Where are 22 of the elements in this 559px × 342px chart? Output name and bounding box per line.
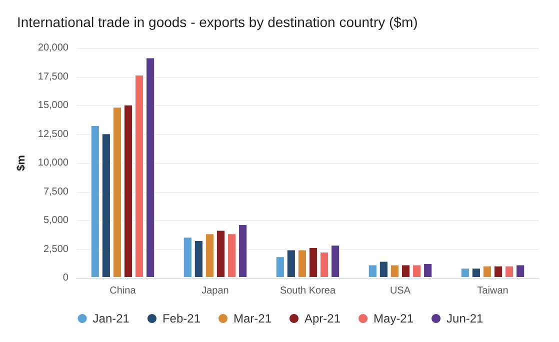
- legend-label: Apr-21: [304, 312, 341, 326]
- legend-label: Jan-21: [92, 312, 130, 326]
- y-tick-label: 15,000: [38, 100, 69, 111]
- y-tick-label: 10,000: [38, 158, 69, 168]
- y-tick-label: 7,500: [43, 186, 69, 198]
- chart-title: International trade in goods - exports by destination country ($m): [17, 14, 418, 30]
- x-tick-label: China: [110, 286, 136, 296]
- y-tick-label: 20,000: [38, 42, 69, 54]
- legend-label: Feb-21: [162, 312, 201, 326]
- x-tick-label: USA: [390, 286, 411, 296]
- legend-label: Mar-21: [233, 312, 272, 326]
- x-tick-label: Taiwan: [477, 286, 508, 296]
- legend-label: May-21: [374, 312, 414, 326]
- x-tick-label: Japan: [202, 286, 229, 296]
- y-tick-label: 17,500: [38, 71, 69, 82]
- y-tick-label: 5,000: [43, 215, 69, 226]
- y-tick-label: 2,500: [43, 244, 69, 255]
- x-tick-label: South Korea: [280, 286, 336, 296]
- y-tick-label: 0: [62, 272, 69, 284]
- y-tick-label: 12,500: [38, 128, 69, 140]
- y-axis-title: $m: [16, 154, 28, 171]
- legend-label: Jun-21: [446, 312, 484, 326]
